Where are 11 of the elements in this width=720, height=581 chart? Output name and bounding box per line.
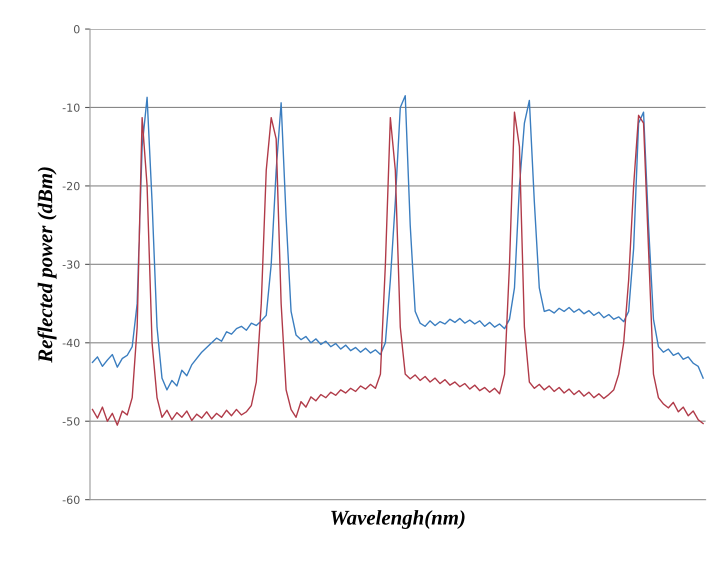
- y-tick-label: 0: [74, 25, 80, 34]
- y-tick-label: -50: [62, 417, 80, 426]
- line-series: [92, 95, 704, 391]
- y-tick-label: -60: [62, 496, 80, 504]
- y-tick-label: -10: [62, 103, 80, 112]
- y-axis-title: Reflected power (dBm): [37, 167, 57, 363]
- y-tick-label: -30: [62, 260, 80, 269]
- y-tick-label: -40: [62, 338, 80, 348]
- line-series: [92, 111, 704, 426]
- x-axis-title: Wavelengh(nm): [331, 510, 465, 529]
- y-tick-label: -20: [62, 182, 80, 190]
